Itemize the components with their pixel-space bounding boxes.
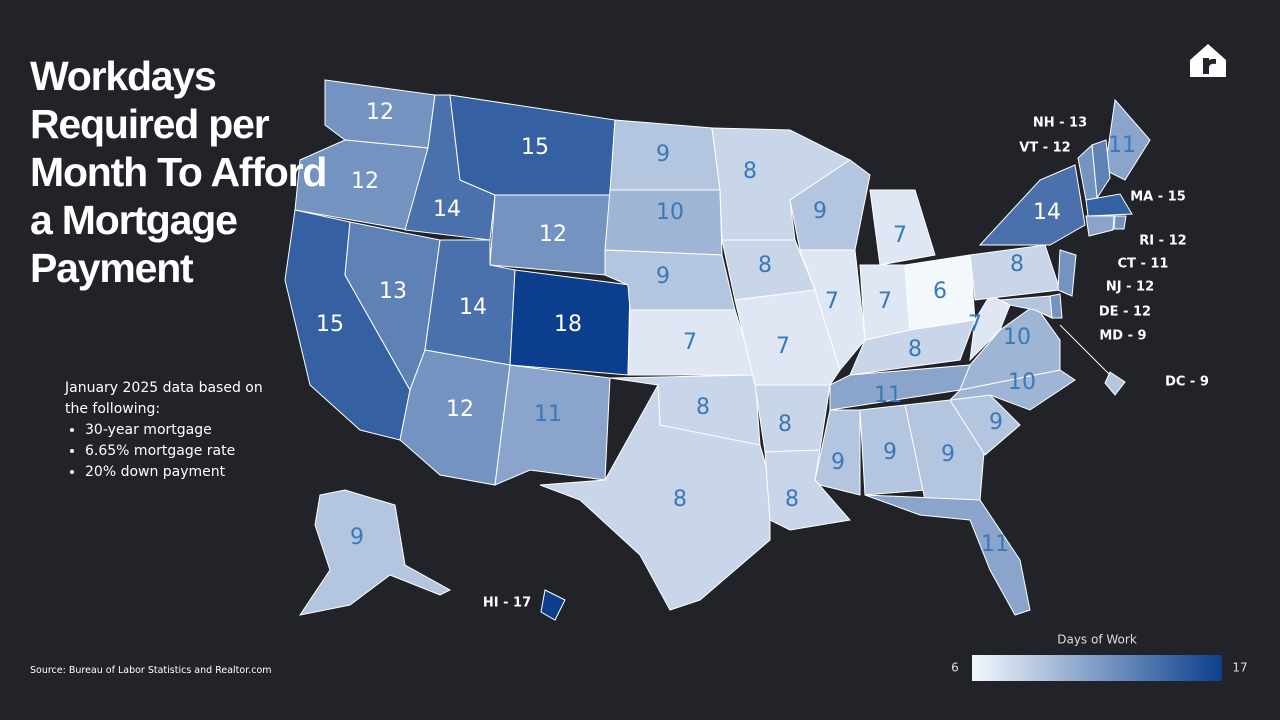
state-value: 14 [433,197,461,222]
state [1104,371,1126,396]
state-value: 9 [883,440,897,465]
state-value: 11 [981,532,1009,557]
state-value: 12 [539,222,567,247]
callout-label: MA - 15 [1130,190,1186,205]
state-value: 7 [878,289,892,314]
state-value: 9 [989,410,1003,435]
notes-intro: January 2025 data based on the following… [65,380,263,417]
colorbar-title: Days of Work [1057,633,1137,647]
state [494,364,611,486]
state-value: 8 [1010,252,1024,277]
state-value: 9 [656,142,670,167]
notes-list: 30-year mortgage 6.65% mortgage rate 20%… [65,420,265,483]
state-value: 14 [459,295,487,320]
states [284,79,1151,621]
state-value: 13 [379,279,407,304]
state [711,127,851,241]
state [869,189,936,266]
state-value: 10 [656,200,684,225]
callout-label: NJ - 12 [1106,280,1154,295]
note-item: 20% down payment [85,462,265,483]
source: Source: Bureau of Labor Statistics and R… [30,665,272,676]
callout-label: DC - 9 [1165,375,1209,390]
state-value: 8 [673,487,687,512]
callout-label: MD - 9 [1099,329,1146,344]
state-value: 8 [696,395,710,420]
state [904,399,986,501]
callout-label: CT - 11 [1118,257,1169,272]
colorbar [972,655,1222,681]
state [978,164,1086,246]
colorbar-max: 17 [1232,661,1247,675]
state [814,409,861,496]
state-value: 15 [521,135,549,160]
state [764,449,851,531]
state [1085,215,1115,237]
state [849,319,976,376]
state-value: 8 [758,253,772,278]
state-value: 11 [1108,133,1136,158]
state [789,159,871,251]
state [539,383,771,611]
state-value: 14 [1033,200,1061,225]
note-item: 6.65% mortgage rate [85,441,265,462]
callout-label: RI - 12 [1139,234,1186,249]
state [1113,215,1127,230]
state-value: 8 [743,159,757,184]
state [799,249,866,372]
state [754,384,831,453]
state-value: 8 [908,337,922,362]
state [540,589,566,621]
state [298,489,452,616]
state-value: 7 [893,223,907,248]
state-value: 7 [776,334,790,359]
state-value: 12 [446,397,474,422]
state-value: 11 [874,383,902,408]
state-value: 8 [785,487,799,512]
state-value: 10 [1008,370,1036,395]
dc-leader [1059,324,1111,376]
state-value: 12 [366,100,394,125]
state-value: 6 [933,279,947,304]
state [1104,98,1151,181]
state-value: 15 [316,312,344,337]
state [998,295,1053,319]
state-value: 9 [350,525,364,550]
state [1085,193,1133,217]
callout-label: VT - 12 [1019,141,1070,156]
state-value: 10 [1003,325,1031,350]
state-value: 9 [831,450,845,475]
state-value: 8 [778,412,792,437]
logo [1190,44,1226,77]
state [734,289,841,386]
state-value: 7 [683,330,697,355]
callout-label: HI - 17 [483,596,531,611]
notes: January 2025 data based on the following… [65,378,265,483]
callout-label: NH - 13 [1033,116,1087,131]
state-value: 12 [351,169,379,194]
state-value: 7 [968,312,982,337]
state-value: 18 [554,312,582,337]
note-item: 30-year mortgage [85,420,265,441]
state-value: 9 [941,442,955,467]
state-value: 9 [656,264,670,289]
state-value: 11 [534,402,562,427]
colorbar-min: 6 [951,661,959,675]
state [864,494,1031,616]
state [969,294,1011,362]
state [1057,249,1077,297]
state-value: 9 [813,199,827,224]
state-value: 7 [825,289,839,314]
title: Workdays Required per Month To Afford a … [30,53,327,291]
callout-label: DE - 12 [1099,305,1151,320]
